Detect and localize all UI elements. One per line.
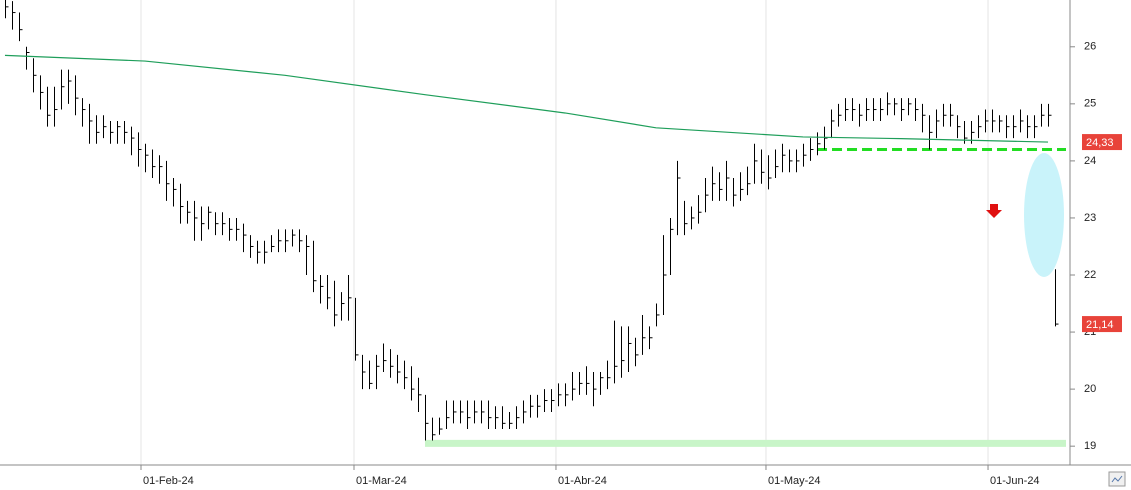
x-tick-label: 01-Jun-24 bbox=[990, 475, 1040, 487]
y-tick-label: 24 bbox=[1084, 155, 1096, 167]
x-tick-label: 01-Abr-24 bbox=[558, 475, 607, 487]
scale-button[interactable] bbox=[1108, 471, 1126, 487]
price-label-bg bbox=[1082, 134, 1122, 151]
y-tick-label: 20 bbox=[1084, 383, 1096, 395]
y-tick-label: 23 bbox=[1084, 212, 1096, 224]
scale-icon bbox=[1111, 475, 1123, 483]
grid bbox=[140, 0, 989, 465]
bars bbox=[4, 0, 1059, 441]
price-label: 24,33 bbox=[1086, 137, 1114, 149]
y-tick-label: 25 bbox=[1084, 98, 1096, 110]
moving-average bbox=[4, 54, 1049, 143]
y-tick-label: 19 bbox=[1084, 440, 1096, 452]
price-label-bg bbox=[1082, 316, 1122, 333]
x-tick-label: 01-Mar-24 bbox=[356, 475, 407, 487]
y-tick-label: 22 bbox=[1084, 269, 1096, 281]
highlight-ellipse bbox=[1024, 153, 1064, 277]
y-tick-label: 26 bbox=[1084, 41, 1096, 53]
levels bbox=[424, 147, 1066, 447]
price-label: 21,14 bbox=[1086, 319, 1114, 331]
x-tick-label: 01-May-24 bbox=[768, 475, 821, 487]
down-arrow bbox=[986, 204, 1002, 218]
x-tick-label: 01-Feb-24 bbox=[143, 475, 194, 487]
